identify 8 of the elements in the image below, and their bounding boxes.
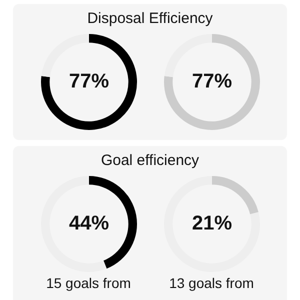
data-label: 77%: [68, 70, 109, 93]
chart-title: Goal efficiency: [100, 152, 200, 170]
text: 15 goals from: [46, 275, 131, 291]
data-label: 44%: [68, 212, 109, 235]
data-label: 77%: [191, 70, 232, 93]
text: 13 goals from: [169, 275, 254, 291]
data-label: 21%: [191, 212, 232, 235]
chart-title: Disposal Efficiency: [86, 10, 214, 28]
